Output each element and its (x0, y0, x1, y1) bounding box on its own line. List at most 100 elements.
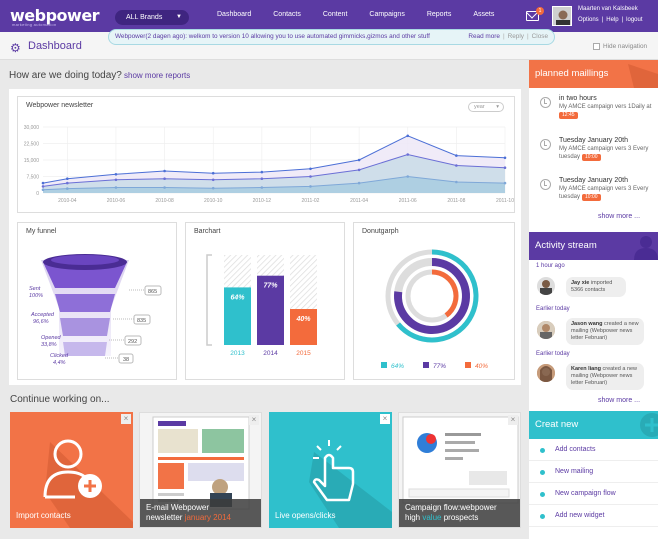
nav-dashboard[interactable]: Dashboard (206, 0, 263, 32)
help-link[interactable]: Help (606, 17, 619, 23)
period-select[interactable]: year ▾ (468, 102, 504, 112)
user-links: Options | Help | logout (578, 17, 643, 23)
x-tick-label: 2011-08 (447, 198, 465, 204)
hide-navigation-label: Hide navigation (603, 43, 648, 50)
planned-day: tuesday (559, 154, 581, 160)
time-badge: 12:45 (559, 112, 578, 119)
logout-link[interactable]: logout (626, 17, 643, 23)
avatar[interactable] (552, 6, 572, 26)
funnel-value-accepted: 835 (137, 318, 146, 324)
funnel-label-accepted: Accepted (30, 312, 55, 318)
activity-text: imported 5366 contacts (571, 280, 613, 293)
x-tick-label: 2010-04 (58, 198, 77, 204)
avatar[interactable] (537, 277, 555, 295)
activity-stream-title: Activity stream (535, 240, 597, 251)
card-live-opens[interactable]: × Live opens/clicks (269, 412, 392, 528)
y-tick-label: 22,500 (24, 142, 40, 148)
data-point (41, 181, 45, 185)
card-subtitle-part: prospects (443, 513, 479, 522)
planned-item[interactable]: Tuesday January 20th My AMCE campaign ve… (559, 137, 648, 161)
time-badge: 10:00 (582, 194, 601, 201)
donut-arc-40% (431, 269, 459, 318)
planned-desc: My AMCE campaign vers 1Daily at (559, 104, 652, 110)
y-tick-label: 30,000 (24, 125, 40, 131)
chevron-down-icon: ▼ (176, 14, 182, 20)
activity-show-more-link[interactable]: show more ... (598, 397, 641, 404)
legend-swatch (381, 362, 387, 368)
hide-navigation-checkbox[interactable] (593, 43, 600, 50)
card-date: january 2014 (184, 513, 231, 522)
planned-show-more-link[interactable]: show more ... (598, 213, 641, 220)
x-tick-label: 2011-02 (301, 198, 319, 204)
separator: | (526, 33, 529, 40)
nav-content[interactable]: Content (322, 11, 348, 18)
funnel-title: My funnel (26, 228, 57, 235)
legend-swatch (465, 362, 471, 368)
data-point (357, 181, 361, 185)
funnel-pct-accepted: 96,6% (33, 319, 49, 325)
read-more-link[interactable]: Read more (468, 33, 500, 40)
funnel-chart: Sent 100% Accepted 96,6% Opened 33,8% Cl… (29, 254, 162, 366)
data-point (455, 154, 458, 157)
data-point (163, 186, 166, 189)
options-link[interactable]: Options (578, 17, 599, 23)
close-icon[interactable]: × (380, 414, 390, 424)
show-more-reports-link[interactable]: show more reports (124, 71, 191, 80)
brand-select[interactable]: ALL Brands ▼ (115, 10, 189, 25)
separator: | (601, 17, 604, 23)
close-icon[interactable]: × (508, 415, 518, 425)
nav-campaigns[interactable]: Campaigns (369, 11, 405, 18)
create-new-mailing[interactable]: New mailing (529, 461, 658, 483)
funnel-value-opened: 292 (128, 339, 137, 345)
close-icon[interactable]: × (121, 414, 131, 424)
x-tick-label: 2011-04 (350, 198, 368, 204)
activity-user: Jay xie (571, 280, 590, 286)
planned-item[interactable]: in two hours My AMCE campaign vers 1Dail… (559, 95, 651, 119)
funnel-top-inner (51, 255, 119, 265)
card-email-newsletter[interactable]: × E-mail Webpower newsletter january 201… (139, 412, 262, 528)
nav-contacts[interactable]: Contacts (273, 11, 301, 18)
card-campaign-flow[interactable]: × Campaign flow:webpower high value pros… (398, 412, 521, 528)
data-point (455, 164, 458, 167)
period-select-value: year (474, 104, 485, 110)
planned-day: tuesday (559, 194, 581, 200)
activity-stream-header: Activity stream (529, 232, 658, 260)
create-new-campaign-flow[interactable]: New campaign flow (529, 483, 658, 505)
time-badge: 10:00 (582, 154, 601, 161)
logo[interactable]: webpower (10, 6, 100, 25)
bar-value-label: 64% (230, 294, 245, 301)
data-point (455, 180, 458, 184)
nav-reports[interactable]: Reports (426, 11, 452, 18)
mail-icon[interactable] (526, 11, 539, 21)
create-add-widget[interactable]: Add new widget (529, 505, 658, 527)
data-point (211, 186, 215, 190)
data-point (503, 181, 507, 185)
card-caption: Import contacts (16, 511, 71, 520)
close-link[interactable]: Close (531, 33, 548, 40)
close-icon[interactable]: × (249, 415, 259, 425)
data-point (406, 153, 410, 156)
funnel-value-sent: 865 (148, 289, 157, 295)
reply-link[interactable]: Reply (507, 33, 524, 40)
user-name: Maarten van Kalsbeek (578, 6, 638, 12)
activity-bubble: Jay xie imported 5366 contacts (566, 277, 626, 297)
create-add-contacts[interactable]: Add contacts (529, 439, 658, 461)
planned-item[interactable]: Tuesday January 20th My AMCE campaign ve… (559, 177, 648, 201)
clock-icon (540, 139, 551, 150)
data-point (503, 166, 507, 169)
funnel-value-clicked: 38 (123, 357, 129, 363)
create-new-title: Creat new (535, 419, 579, 430)
planned-desc: My AMCE campaign vers 3 Every (559, 186, 649, 192)
clock-icon (540, 179, 551, 190)
data-point (260, 170, 264, 174)
data-point (211, 178, 215, 182)
data-point (357, 158, 361, 162)
card-import-contacts[interactable]: × Import contacts (10, 412, 133, 528)
nav-assets[interactable]: Assets (473, 11, 495, 18)
notification-sender: Webpower(2 dagen ago): (115, 33, 188, 40)
section-title-performance: How are we doing today? (9, 70, 122, 81)
hide-navigation-toggle[interactable]: Hide navigation (593, 43, 647, 50)
y-tick-label: 7,500 (26, 175, 39, 181)
avatar[interactable] (537, 321, 555, 339)
avatar[interactable] (537, 364, 555, 382)
